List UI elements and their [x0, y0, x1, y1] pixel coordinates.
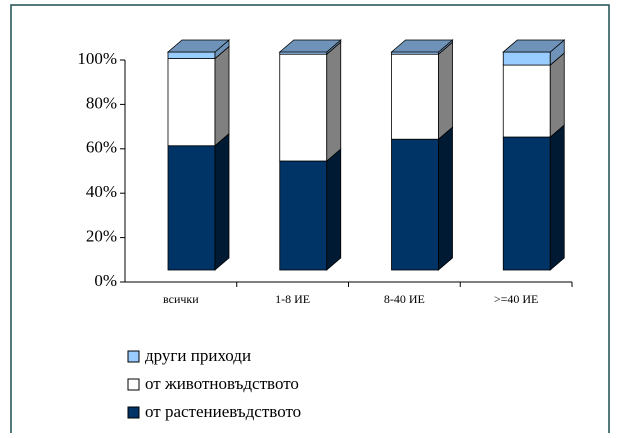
legend-label: от растениевъдството [145, 402, 301, 421]
legend-swatch [127, 406, 140, 419]
bar-side [214, 132, 230, 271]
y-tick-label: 0% [94, 271, 117, 290]
bar-top [390, 39, 454, 53]
bar-segment [502, 136, 551, 271]
bar-segment [279, 53, 328, 162]
bar-segment [167, 58, 216, 147]
y-tick-label: 80% [86, 93, 117, 112]
frame [10, 4, 610, 433]
bar-side [549, 52, 565, 138]
bar-side [438, 126, 453, 271]
bar-segment [391, 138, 439, 271]
x-tick-label: всички [163, 292, 199, 306]
bar-segment [391, 53, 439, 140]
legend-label: от животновъдството [145, 374, 299, 393]
y-tick-label: 60% [86, 138, 117, 157]
bar-side [438, 41, 453, 141]
bar-segment [167, 145, 216, 271]
x-tick-label: >=40 ИЕ [494, 292, 539, 306]
bar-top [502, 39, 566, 53]
bar-segment [279, 160, 328, 271]
bar-top [278, 39, 342, 53]
bar-side [326, 148, 342, 271]
bar-side [326, 41, 342, 162]
y-tick-label: 20% [86, 227, 117, 246]
x-tick-label: 1-8 ИЕ [275, 292, 310, 306]
legend-swatch [127, 378, 140, 391]
bar-side [549, 124, 565, 271]
bar-segment [502, 51, 551, 66]
legend-swatch [127, 350, 140, 363]
bar-segment [502, 64, 551, 138]
bar-top [166, 39, 231, 53]
y-tick-label: 100% [77, 49, 117, 68]
y-tick-label: 40% [86, 182, 117, 201]
legend-label: други приходи [145, 346, 251, 365]
bar-segment [167, 51, 216, 59]
x-tick-label: 8-40 ИЕ [384, 292, 425, 306]
bar-side [214, 45, 230, 147]
